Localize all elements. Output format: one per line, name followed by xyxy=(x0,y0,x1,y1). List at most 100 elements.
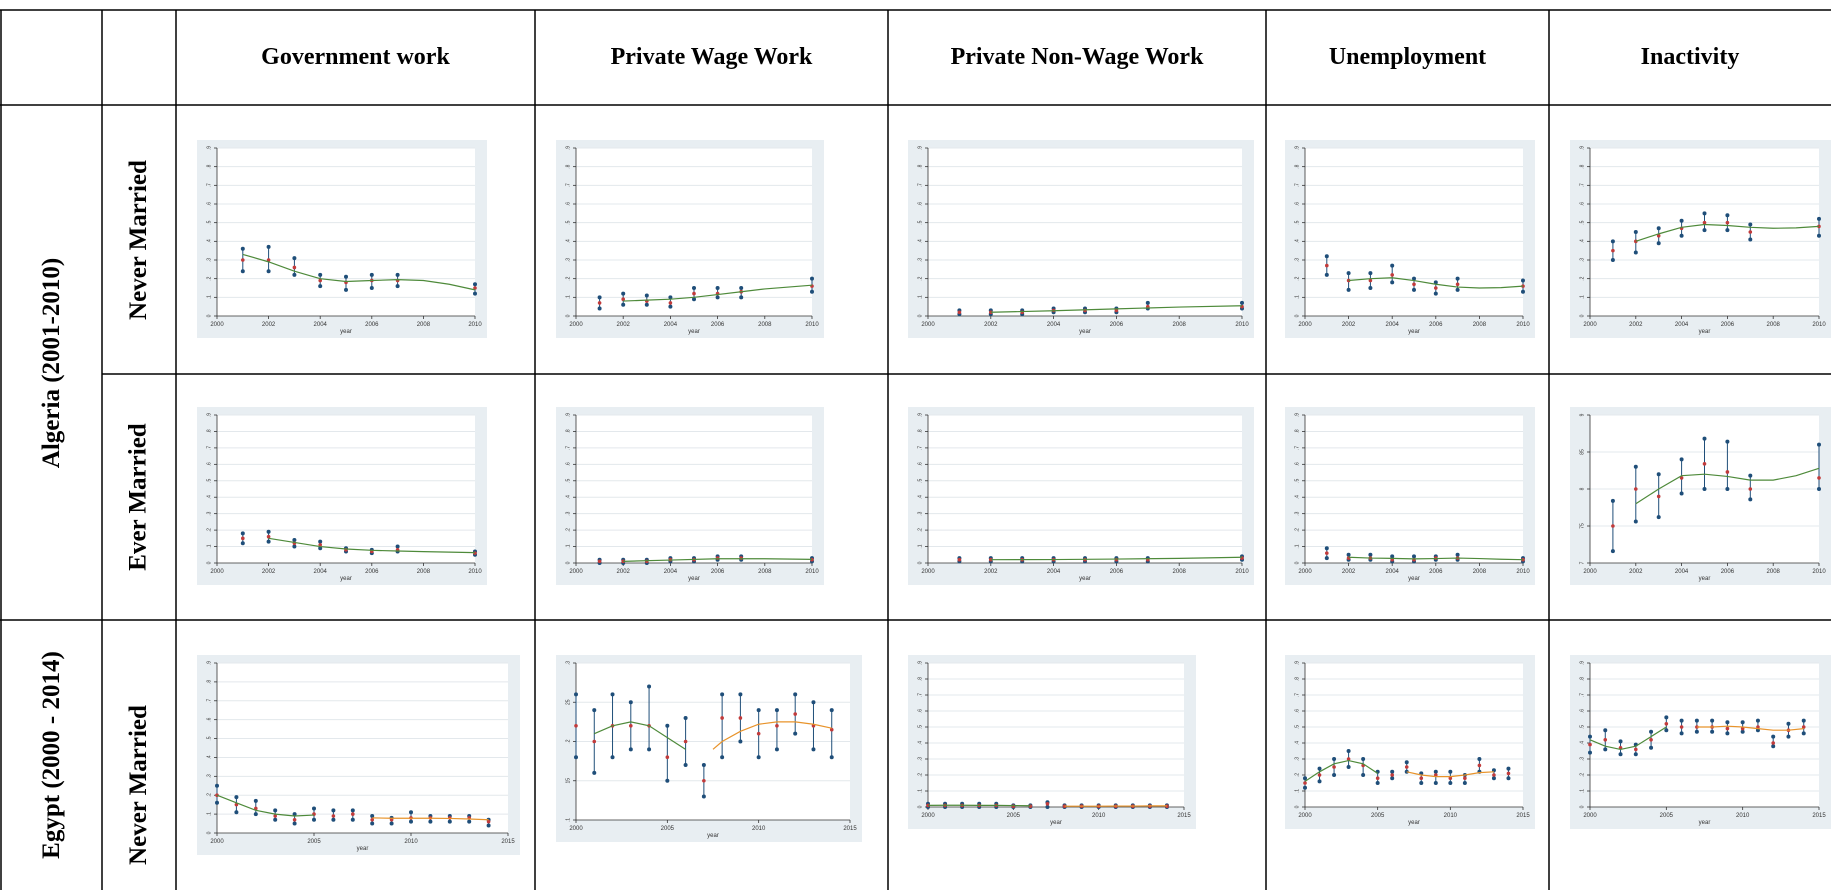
y-tick-label: .5 xyxy=(917,725,923,729)
estimate-point xyxy=(668,301,673,305)
estimate-point xyxy=(597,301,602,305)
ci-low-point xyxy=(1817,487,1821,491)
ci-low-point xyxy=(1433,291,1438,296)
y-tick-label: .3 xyxy=(1579,757,1585,761)
x-tick-label: 2000 xyxy=(569,322,583,328)
y-tick-label: .9 xyxy=(206,413,212,417)
ci-high-point xyxy=(1433,280,1438,285)
fitted-line xyxy=(1635,467,1820,505)
x-tick-label: 2008 xyxy=(417,322,431,328)
column-header-private-wage: Private Wage Work xyxy=(610,44,813,70)
chart-algeria-never-government: 0 .1 .2 .3 .4 .5 .6 .7 .8 .9 2000 2002 2004 2006 2008 2… xyxy=(197,140,487,338)
plot-area xyxy=(928,415,1242,563)
y-tick-label: .7 xyxy=(917,183,923,187)
x-tick-label: 2010 xyxy=(1444,813,1458,819)
estimate-point xyxy=(370,817,374,822)
ci-low-point xyxy=(331,817,336,822)
ci-high-point xyxy=(1702,436,1707,441)
estimate-point xyxy=(1725,726,1730,731)
x-tick-label: 2000 xyxy=(1583,322,1597,328)
y-tick-label: .2 xyxy=(565,528,571,532)
estimate-point xyxy=(1611,524,1615,528)
ci-low-point xyxy=(1725,228,1730,233)
fitted-line xyxy=(1348,556,1524,561)
y-tick-label: .6 xyxy=(917,202,923,206)
y-tick-label: .5 xyxy=(565,220,571,224)
y-tick-label: .2 xyxy=(917,773,923,777)
y-tick-label: .4 xyxy=(1294,239,1300,243)
x-tick-label: 2008 xyxy=(1473,322,1487,328)
ci-high-point xyxy=(1618,739,1623,744)
estimate-point xyxy=(629,724,633,728)
y-tick-label: .7 xyxy=(206,183,212,187)
x-tick-label: 2010 xyxy=(1812,322,1826,328)
ci-high-point xyxy=(1610,498,1615,503)
estimate-point xyxy=(331,814,336,818)
ci-low-point xyxy=(318,284,323,289)
ci-high-point xyxy=(692,286,696,290)
x-axis-label: year xyxy=(1408,576,1420,582)
x-axis-label: year xyxy=(1699,576,1711,582)
y-tick-label: .9 xyxy=(565,146,571,150)
column-header-inactivity: Inactivity xyxy=(1640,44,1740,70)
y-tick-label: .1 xyxy=(565,818,571,822)
ci-low-point xyxy=(215,800,219,805)
ci-high-point xyxy=(1390,263,1395,268)
ci-low-point xyxy=(1448,781,1453,785)
status-label-egypt-never-married: Never Married xyxy=(125,705,153,865)
x-tick-label: 2002 xyxy=(617,322,631,328)
x-tick-label: 2004 xyxy=(1675,322,1689,328)
ci-low-point xyxy=(1748,237,1753,242)
estimate-point xyxy=(665,755,670,759)
ci-low-point xyxy=(574,755,578,760)
estimate-point xyxy=(1317,773,1322,777)
y-tick-label: .3 xyxy=(206,774,212,778)
y-tick-label: .3 xyxy=(1294,258,1300,262)
x-tick-label: 2000 xyxy=(210,839,224,845)
ci-low-point xyxy=(1679,731,1684,736)
ci-low-point xyxy=(1346,765,1351,769)
y-tick-label: .2 xyxy=(1294,773,1300,777)
ci-high-point xyxy=(1740,720,1745,725)
chart-egypt-never-privatewage: .1 15 .2 25 .3 2000 2005 2010 2015 year xyxy=(556,655,862,842)
estimate-point xyxy=(720,716,724,720)
ci-high-point xyxy=(395,544,400,549)
x-tick-label: 2008 xyxy=(1173,569,1187,575)
estimate-point xyxy=(574,724,578,728)
ci-low-point xyxy=(1506,776,1511,781)
y-tick-label: .7 xyxy=(565,446,571,450)
ci-low-point xyxy=(292,544,297,549)
ci-high-point xyxy=(647,684,652,689)
x-tick-label: 2006 xyxy=(1110,569,1124,575)
x-axis-label: year xyxy=(1699,820,1711,826)
estimate-point xyxy=(1303,781,1307,785)
y-tick-label: .8 xyxy=(206,429,212,433)
y-tick-label: 0 xyxy=(206,314,212,317)
y-tick-label: 0 xyxy=(565,561,571,564)
estimate-point xyxy=(1463,776,1467,780)
x-tick-label: 2000 xyxy=(921,322,935,328)
x-tick-label: 2006 xyxy=(365,322,379,328)
estimate-point xyxy=(1664,722,1669,726)
x-axis-label: year xyxy=(1079,329,1091,335)
ci-low-point xyxy=(1390,776,1395,781)
x-tick-label: 2004 xyxy=(664,569,678,575)
x-tick-label: 2015 xyxy=(843,826,857,832)
ci-low-point xyxy=(592,770,597,775)
ci-high-point xyxy=(1324,254,1329,259)
y-tick-label: .8 xyxy=(1294,429,1300,433)
ci-high-point xyxy=(344,274,348,279)
chart-algeria-ever-government: 0 .1 .2 .3 .4 .5 .6 .7 .8 .9 2000 2002 2004 2006 2008 2… xyxy=(197,407,487,585)
fitted-line xyxy=(268,537,476,554)
y-tick-label: .3 xyxy=(917,511,923,515)
estimate-point xyxy=(1756,725,1760,729)
y-tick-label: .5 xyxy=(917,220,923,224)
ci-low-point xyxy=(409,819,413,824)
y-tick-label: .5 xyxy=(1579,220,1585,224)
estimate-point xyxy=(1375,776,1380,780)
x-tick-label: 2004 xyxy=(1386,322,1400,328)
estimate-point xyxy=(1649,738,1653,742)
x-tick-label: 2010 xyxy=(1736,813,1750,819)
y-tick-label: 0 xyxy=(1579,805,1585,808)
ci-low-point xyxy=(292,821,297,826)
